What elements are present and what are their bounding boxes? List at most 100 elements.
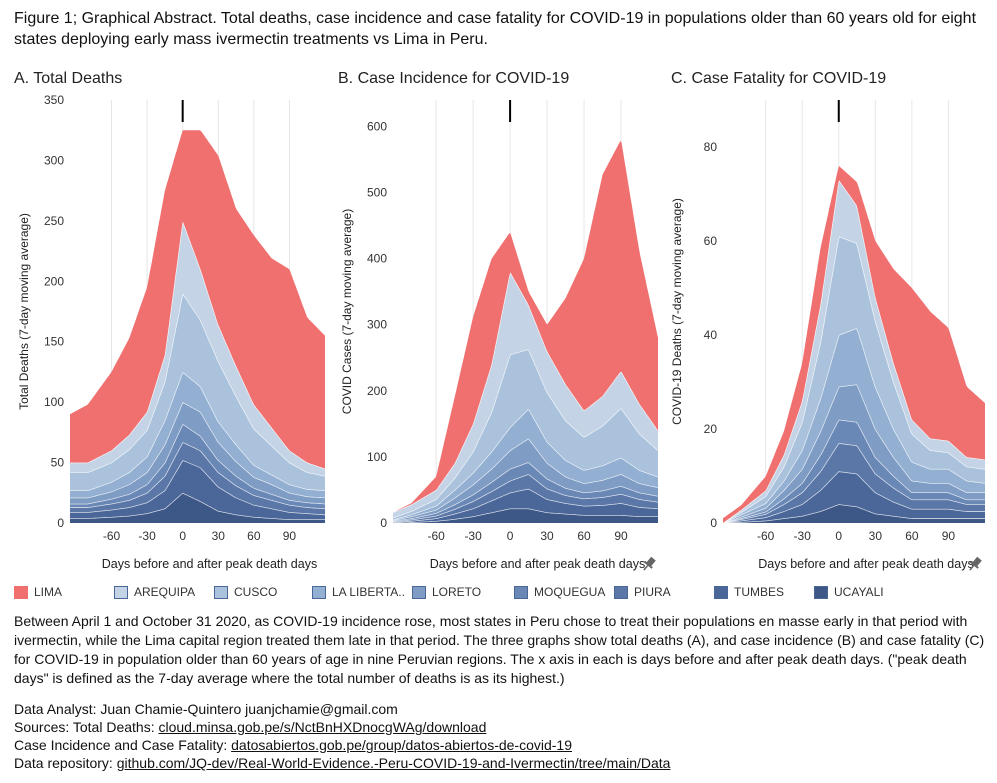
x-tick-label: -30 — [794, 529, 812, 543]
x-tick-label: -60 — [427, 529, 445, 543]
y-tick-label: 40 — [704, 328, 718, 342]
x-tick-label: 90 — [614, 529, 628, 543]
area-piura — [723, 443, 985, 523]
area-la-libertad — [70, 372, 325, 498]
legend-label: MOQUEGUA — [534, 585, 606, 599]
credit-sources: Sources: Total Deaths: cloud.minsa.gob.p… — [14, 718, 486, 736]
legend-swatch — [312, 585, 326, 599]
area-arequipa — [70, 221, 325, 476]
y-axis-label: Total Deaths (7-day moving average) — [17, 213, 31, 410]
legend-swatch — [214, 585, 228, 599]
y-tick-label: 350 — [44, 93, 64, 107]
x-tick-label: 0 — [179, 529, 186, 543]
x-tick-label: -30 — [464, 529, 482, 543]
repo-link[interactable]: github.com/JQ-dev/Real-World-Evidence.-P… — [116, 755, 671, 771]
area-ucayali — [393, 508, 658, 523]
x-tick-label: 0 — [507, 529, 514, 543]
x-tick-label: 30 — [869, 529, 883, 543]
legend-swatch — [412, 585, 426, 599]
y-tick-label: 600 — [367, 119, 387, 133]
area-arequipa — [393, 272, 658, 518]
y-tick-label: 300 — [367, 318, 387, 332]
panel-a-title: A. Total Deaths — [14, 70, 123, 87]
x-axis-label: Days before and after peak death days — [430, 557, 645, 571]
area-moquegua — [393, 462, 658, 522]
legend-item-arequipa[interactable]: AREQUIPA — [114, 583, 195, 601]
legend-item-moquegua[interactable]: MOQUEGUA — [514, 583, 605, 601]
credit-analyst: Data Analyst: Juan Chamie-Quintero juanj… — [14, 701, 398, 717]
legend-item-cusco[interactable]: CUSCO — [214, 583, 277, 601]
area-cusco — [70, 293, 325, 491]
area-moquegua — [70, 424, 325, 509]
area-moquegua — [723, 419, 985, 523]
area-tumbes — [70, 460, 325, 520]
area-cusco — [393, 349, 658, 520]
panel-a-plot: 0 50 100 150 200 250 300 350 -60 -30 0 30 60 90 Days b… — [17, 93, 326, 571]
area-piura — [70, 442, 325, 515]
description-text: Between April 1 and October 31 2020, as … — [14, 613, 985, 686]
legend-swatch — [714, 585, 728, 599]
credit-repo: Data repository: github.com/JQ-dev/Real-… — [14, 754, 670, 772]
panel-c-title: C. Case Fatality for COVID-19 — [671, 70, 887, 87]
x-tick-label: 90 — [942, 529, 956, 543]
legend-item-piura[interactable]: PIURA — [614, 583, 671, 601]
legend-swatch — [614, 585, 628, 599]
x-tick-label: -60 — [103, 529, 121, 543]
x-axis-label: Days before and after peak death days — [102, 557, 317, 571]
legend-label: LIMA — [34, 585, 63, 599]
area-piura — [393, 474, 658, 523]
y-tick-label: 250 — [44, 214, 64, 228]
x-tick-label: 60 — [905, 529, 919, 543]
area-loreto — [70, 402, 325, 504]
y-tick-label: 200 — [44, 274, 64, 288]
y-tick-label: 100 — [44, 395, 64, 409]
case-data-link[interactable]: datosabiertos.gob.pe/group/datos-abierto… — [231, 737, 573, 753]
legend-label: AREQUIPA — [134, 585, 196, 599]
credit-sources-label: Sources: Total Deaths: — [14, 719, 159, 735]
x-tick-label: 30 — [212, 529, 226, 543]
legend-item-lima[interactable]: LIMA — [14, 583, 62, 601]
y-tick-label: 60 — [704, 234, 718, 248]
panel-b-plot: 0 100 200 300 400 500 600 -60 -30 0 30 60 90 Days bef… — [340, 100, 659, 571]
legend-swatch — [14, 585, 28, 599]
x-axis-label: Days before and after peak death days — [758, 557, 973, 571]
x-tick-label: -30 — [138, 529, 156, 543]
legend-item-ucayali[interactable]: UCAYALI — [814, 583, 884, 601]
legend-item-la-liberta[interactable]: LA LIBERTA.. — [312, 583, 405, 601]
area-loreto — [393, 438, 658, 521]
area-lima — [70, 130, 325, 469]
y-tick-label: 500 — [367, 186, 387, 200]
figure-title: Figure 1; Graphical Abstract. Total deat… — [14, 10, 977, 48]
area-loreto — [723, 384, 985, 523]
panel-b-title: B. Case Incidence for COVID-19 — [338, 70, 570, 87]
legend-item-loreto[interactable]: LORETO — [412, 583, 481, 601]
x-tick-label: -60 — [757, 529, 775, 543]
y-tick-label: 200 — [367, 384, 387, 398]
x-tick-label: 60 — [247, 529, 261, 543]
legend-label: UCAYALI — [834, 585, 884, 599]
area-cusco — [723, 236, 985, 523]
legend-item-tumbes[interactable]: TUMBES — [714, 583, 784, 601]
sources-link[interactable]: cloud.minsa.gob.pe/s/NctBnHXDnocgWAg/dow… — [158, 719, 487, 735]
area-lima — [723, 166, 985, 523]
x-tick-label: 0 — [835, 529, 842, 543]
legend-label: TUMBES — [734, 585, 785, 599]
credit-case: Case Incidence and Case Fatality: datosa… — [14, 736, 572, 754]
legend-swatch — [814, 585, 828, 599]
y-tick-label: 100 — [367, 450, 387, 464]
legend-label: LORETO — [432, 585, 482, 599]
y-tick-label: 400 — [367, 252, 387, 266]
legend-swatch — [514, 585, 528, 599]
area-lima — [393, 141, 658, 513]
area-tumbes — [393, 488, 658, 523]
pin-icon[interactable] — [966, 555, 983, 573]
y-tick-label: 0 — [710, 516, 717, 530]
area-la-libertad — [393, 409, 658, 521]
area-arequipa — [723, 180, 985, 524]
y-axis-label: COVID Cases (7-day moving average) — [340, 209, 354, 414]
legend: LIMA AREQUIPA CUSCO LA LIBERTA.. LORETO MOQUE… — [14, 583, 989, 601]
legend-swatch — [114, 585, 128, 599]
y-tick-label: 20 — [704, 422, 718, 436]
pin-icon[interactable] — [640, 555, 657, 573]
